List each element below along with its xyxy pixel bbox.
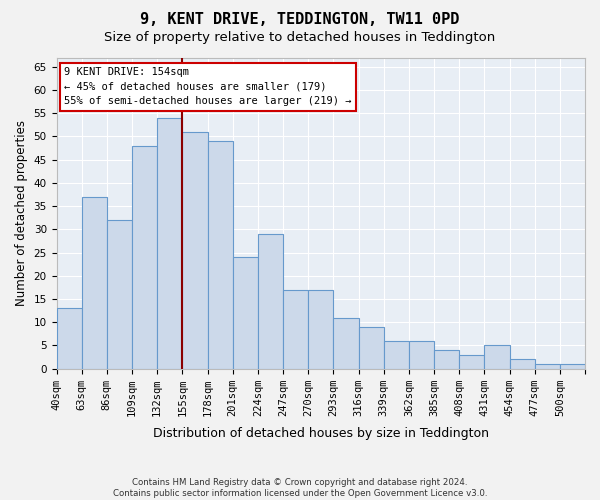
Bar xyxy=(308,290,334,368)
Bar xyxy=(560,364,585,368)
Bar xyxy=(107,220,132,368)
Text: Size of property relative to detached houses in Teddington: Size of property relative to detached ho… xyxy=(104,31,496,44)
Text: 9 KENT DRIVE: 154sqm
← 45% of detached houses are smaller (179)
55% of semi-deta: 9 KENT DRIVE: 154sqm ← 45% of detached h… xyxy=(64,67,352,106)
Y-axis label: Number of detached properties: Number of detached properties xyxy=(15,120,28,306)
Bar xyxy=(258,234,283,368)
X-axis label: Distribution of detached houses by size in Teddington: Distribution of detached houses by size … xyxy=(153,427,489,440)
Bar xyxy=(56,308,82,368)
Bar xyxy=(535,364,560,368)
Bar xyxy=(334,318,359,368)
Text: Contains HM Land Registry data © Crown copyright and database right 2024.
Contai: Contains HM Land Registry data © Crown c… xyxy=(113,478,487,498)
Bar xyxy=(233,257,258,368)
Bar xyxy=(359,327,383,368)
Bar xyxy=(132,146,157,368)
Bar xyxy=(459,354,484,368)
Bar xyxy=(182,132,208,368)
Bar xyxy=(157,118,182,368)
Bar xyxy=(283,290,308,368)
Bar xyxy=(509,360,535,368)
Bar xyxy=(82,197,107,368)
Text: 9, KENT DRIVE, TEDDINGTON, TW11 0PD: 9, KENT DRIVE, TEDDINGTON, TW11 0PD xyxy=(140,12,460,28)
Bar xyxy=(383,341,409,368)
Bar xyxy=(484,346,509,368)
Bar xyxy=(409,341,434,368)
Bar xyxy=(208,141,233,368)
Bar xyxy=(434,350,459,368)
